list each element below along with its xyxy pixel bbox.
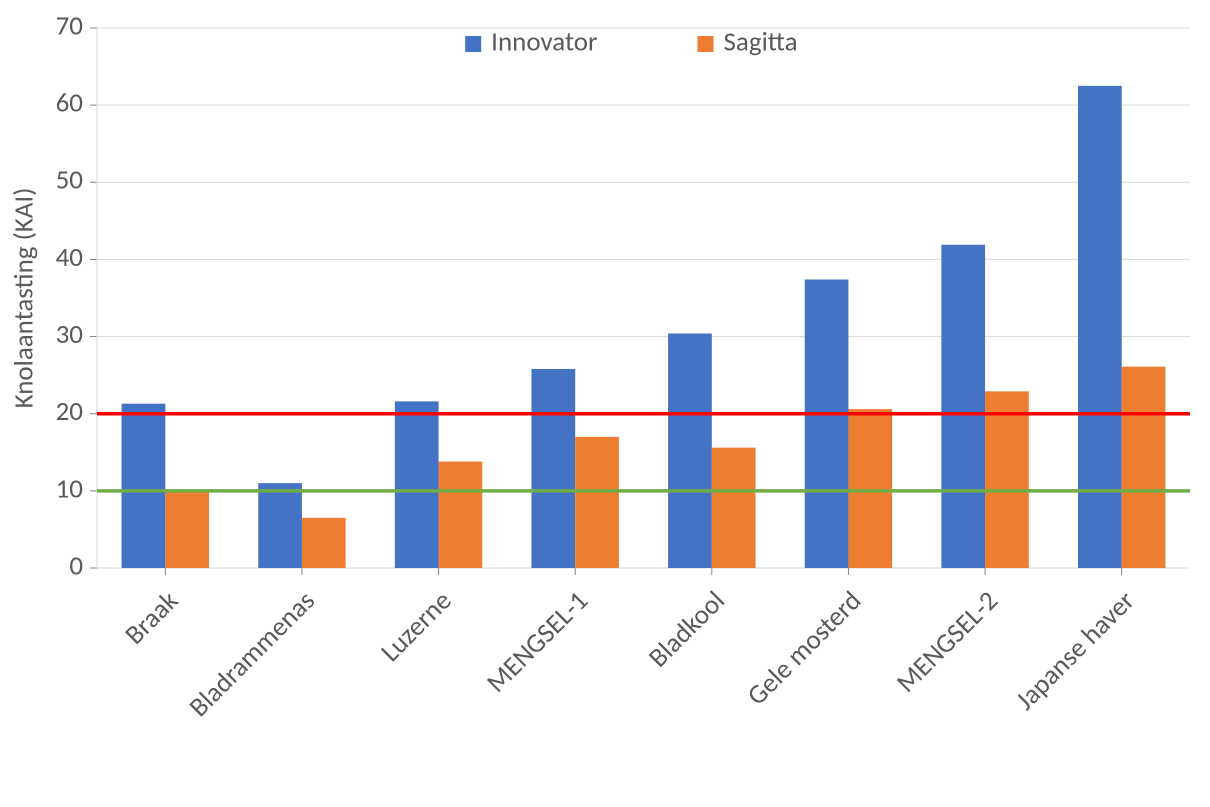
y-tick-label: 0 bbox=[69, 549, 83, 582]
bar bbox=[258, 483, 302, 568]
bar bbox=[575, 437, 619, 568]
y-tick-label: 50 bbox=[56, 164, 83, 197]
legend-label: Sagitta bbox=[724, 25, 798, 58]
y-axis-label: Knolaantasting (KAI) bbox=[7, 188, 40, 409]
bar bbox=[302, 518, 346, 568]
bar bbox=[848, 409, 892, 568]
y-tick-label: 30 bbox=[56, 318, 83, 351]
chart-svg: 010203040506070BraakBladrammenasLuzerneM… bbox=[0, 0, 1210, 807]
legend-marker bbox=[465, 36, 481, 52]
y-tick-label: 20 bbox=[56, 395, 83, 428]
bar bbox=[1078, 86, 1122, 568]
bar bbox=[531, 369, 575, 568]
legend-label: Innovator bbox=[491, 25, 597, 58]
bar bbox=[712, 448, 756, 568]
bar bbox=[668, 333, 712, 568]
legend-marker bbox=[698, 36, 714, 52]
bar bbox=[985, 391, 1029, 568]
bar bbox=[395, 401, 439, 568]
bar bbox=[805, 279, 849, 568]
y-tick-label: 10 bbox=[56, 472, 83, 505]
bar bbox=[165, 492, 209, 568]
y-tick-label: 40 bbox=[56, 241, 83, 274]
y-tick-label: 60 bbox=[56, 87, 83, 120]
y-tick-label: 70 bbox=[56, 9, 83, 42]
bar-chart: 010203040506070BraakBladrammenasLuzerneM… bbox=[0, 0, 1210, 807]
bar bbox=[122, 404, 166, 568]
bar bbox=[1122, 367, 1166, 568]
bar bbox=[439, 462, 483, 568]
bar bbox=[941, 245, 985, 568]
